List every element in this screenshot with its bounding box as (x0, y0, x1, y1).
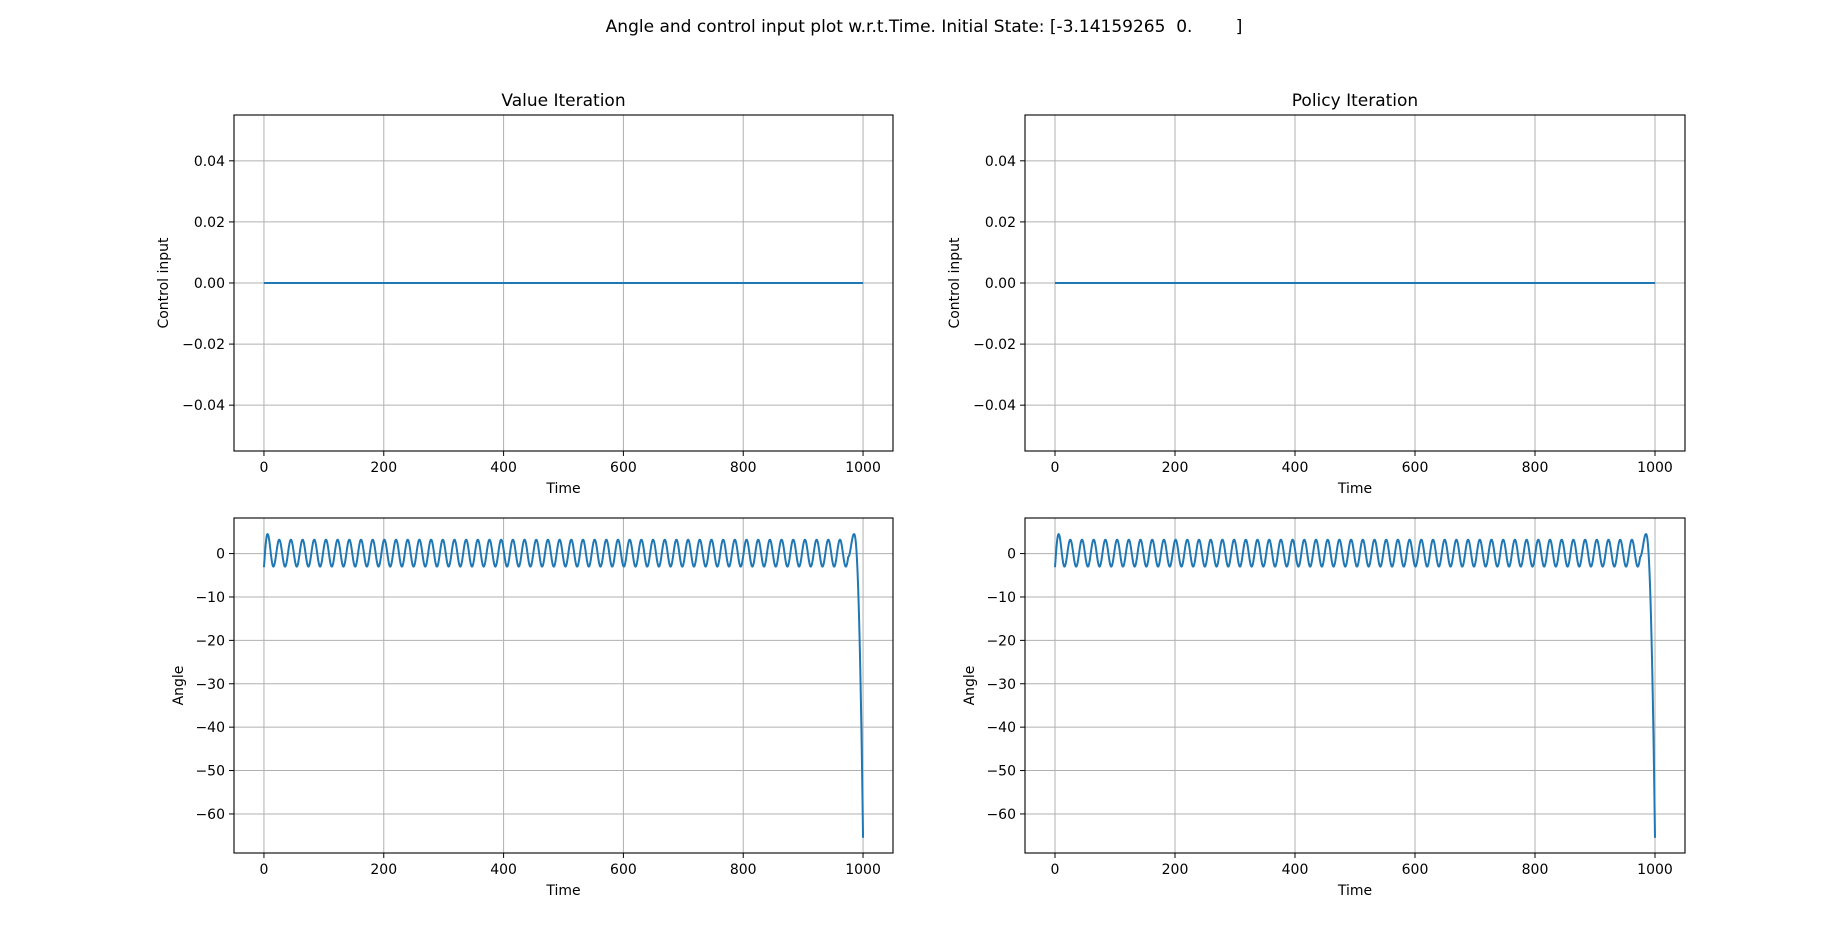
policy-control-xtick-label-1: 200 (1162, 460, 1189, 476)
policy-angle-ytick-label-1: −10 (986, 590, 1016, 606)
value-angle-ytick-label-2: −20 (195, 633, 225, 649)
value-angle-xtick-label-3: 600 (610, 862, 637, 878)
value-angle-xtick-label-1: 200 (370, 862, 397, 878)
value-angle-xtick-label-5: 1000 (845, 862, 881, 878)
value-angle-ytick-label-3: −30 (195, 677, 225, 693)
subplot-policy-iteration-control: 0 200 400 600 800 1000 −0.04 −0.02 0.00 0.02 0.04 T… (947, 91, 1686, 497)
policy-angle-xtick-label-3: 600 (1402, 862, 1429, 878)
policy-angle-xtick-label-4: 800 (1522, 862, 1549, 878)
policy-angle-xtick-label-1: 200 (1162, 862, 1189, 878)
policy-control-ytick-label-0: −0.04 (973, 398, 1016, 414)
policy-control-xlabel: Time (1337, 481, 1372, 497)
policy-control-xtick-label-3: 600 (1402, 460, 1429, 476)
value-angle-axes-frame (233, 517, 894, 854)
policy-angle-ytick-label-4: −40 (986, 720, 1016, 736)
value-control-xtick-label-1: 200 (370, 460, 397, 476)
value-angle-ytick-label-6: −60 (195, 807, 225, 823)
value-control-xtick-label-3: 600 (610, 460, 637, 476)
policy-angle-axes-frame (1024, 517, 1686, 854)
value-angle-series-line-0 (262, 533, 865, 838)
policy-control-ylabel: Control input (947, 237, 963, 329)
policy-angle-series-line-0 (1054, 533, 1656, 838)
policy-control-xtick-label-0: 0 (1051, 460, 1060, 476)
value-angle-xtick-label-0: 0 (259, 862, 268, 878)
policy-angle-xtick-label-2: 400 (1282, 862, 1309, 878)
policy-angle-ytick-label-3: −30 (986, 677, 1016, 693)
value-angle-ytick-label-5: −50 (195, 764, 225, 780)
value-angle-ytick-label-4: −40 (195, 720, 225, 736)
value-control-ytick-label-0: −0.04 (182, 398, 225, 414)
value-control-title: Value Iteration (501, 91, 625, 111)
value-angle-xtick-label-2: 400 (490, 862, 517, 878)
policy-angle-xtick-label-5: 1000 (1637, 862, 1673, 878)
value-control-ytick-label-1: −0.02 (182, 337, 225, 353)
subplot-value-iteration-control: 0 200 400 600 800 1000 −0.04 −0.02 0.00 0.02 0.04 T… (156, 91, 894, 497)
value-control-xtick-label-2: 400 (490, 460, 517, 476)
subplot-value-iteration-angle: 0 200 400 600 800 1000 0 −10 −20 −30 −40 −50 −60 Time… (171, 517, 894, 899)
value-control-xtick-label-0: 0 (259, 460, 268, 476)
value-angle-ylabel: Angle (171, 666, 187, 706)
policy-angle-ytick-label-2: −20 (986, 633, 1016, 649)
policy-angle-ytick-label-6: −60 (986, 807, 1016, 823)
policy-angle-ytick-label-0: 0 (1007, 547, 1016, 563)
value-control-ytick-label-4: 0.04 (194, 154, 225, 170)
policy-control-title: Policy Iteration (1292, 91, 1418, 111)
figure-suptitle: Angle and control input plot w.r.t.Time.… (606, 17, 1243, 37)
value-control-xtick-label-5: 1000 (845, 460, 881, 476)
policy-control-xtick-label-5: 1000 (1637, 460, 1673, 476)
policy-control-ytick-label-1: −0.02 (973, 337, 1016, 353)
policy-angle-ytick-label-5: −50 (986, 764, 1016, 780)
policy-angle-xtick-label-0: 0 (1051, 862, 1060, 878)
policy-control-ytick-label-4: 0.04 (985, 154, 1016, 170)
policy-angle-ylabel: Angle (962, 666, 978, 706)
value-control-ytick-label-2: 0.00 (194, 276, 225, 292)
value-angle-xtick-label-4: 800 (730, 862, 757, 878)
value-angle-ytick-label-1: −10 (195, 590, 225, 606)
policy-control-xtick-label-4: 800 (1522, 460, 1549, 476)
value-angle-xlabel: Time (545, 883, 580, 899)
value-control-ytick-label-3: 0.02 (194, 215, 225, 231)
value-control-ylabel: Control input (156, 237, 172, 329)
subplot-policy-iteration-angle: 0 200 400 600 800 1000 0 −10 −20 −30 −40 −50 −60 Time… (962, 517, 1686, 899)
policy-control-xtick-label-2: 400 (1282, 460, 1309, 476)
policy-control-ytick-label-3: 0.02 (985, 215, 1016, 231)
value-control-xlabel: Time (545, 481, 580, 497)
value-control-xtick-label-4: 800 (730, 460, 757, 476)
policy-control-ytick-label-2: 0.00 (985, 276, 1016, 292)
policy-angle-xlabel: Time (1337, 883, 1372, 899)
value-angle-ytick-label-0: 0 (216, 547, 225, 563)
